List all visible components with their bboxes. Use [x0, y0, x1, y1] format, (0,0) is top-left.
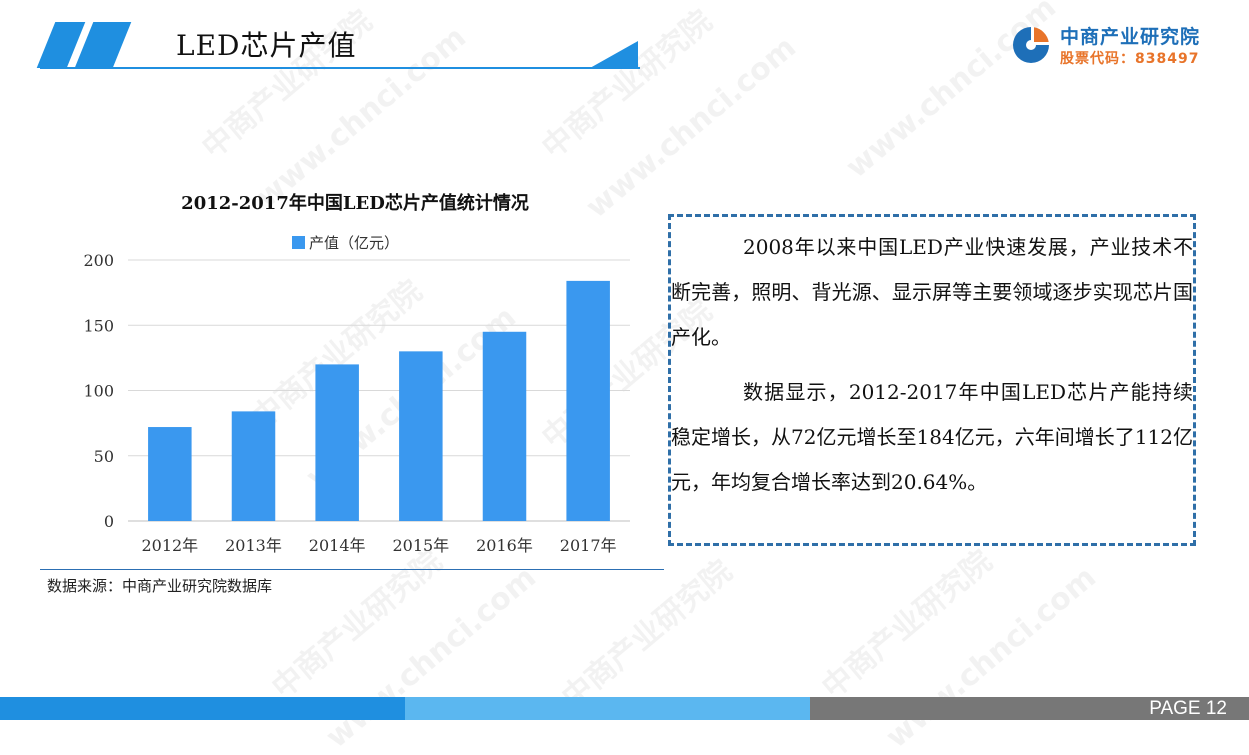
- description-box: 2008年以来中国LED产业快速发展，产业技术不断完善，照明、背光源、显示屏等主…: [668, 214, 1196, 546]
- source-divider: [40, 569, 664, 570]
- x-tick-label: 2016年: [476, 536, 533, 555]
- watermark: www.chnci.com: [319, 559, 543, 755]
- watermark: 中商产业研究院: [815, 543, 999, 706]
- bar: [482, 331, 527, 521]
- y-tick-label: 200: [83, 251, 114, 270]
- chart-legend: 产值（亿元）: [292, 232, 399, 253]
- page-title: LED芯片产值: [176, 29, 357, 62]
- legend-label: 产值（亿元）: [309, 234, 400, 252]
- stock-code: 股票代码：838497: [1060, 51, 1200, 67]
- bar-chart: 0 50 100 150 200 2012年 2013年 2014年 2015年 2016年 201…: [83, 251, 630, 555]
- x-tick-label: 2017年: [560, 536, 617, 555]
- bar: [148, 427, 192, 521]
- footer-bar: [810, 697, 1249, 720]
- bar: [315, 364, 359, 521]
- legend-swatch: [292, 236, 305, 249]
- header-underline: [40, 67, 640, 69]
- company-logo-icon: [1013, 27, 1049, 63]
- footer-bar: [405, 697, 810, 720]
- company-logo: 中商产业研究院 股票代码：838497: [1010, 22, 1230, 70]
- y-tick-label: 150: [83, 316, 114, 335]
- y-tick-label: 0: [104, 512, 114, 531]
- description-paragraph-2: 数据显示，2012-2017年中国LED芯片产能持续稳定增长，从72亿元增长至1…: [671, 380, 1193, 494]
- x-tick-label: 2015年: [392, 536, 449, 555]
- bar: [399, 351, 443, 521]
- x-tick-label: 2012年: [141, 536, 198, 555]
- footer-bar: [0, 697, 405, 720]
- bar: [231, 411, 276, 521]
- watermark: www.chnci.com: [879, 559, 1103, 755]
- bar: [566, 280, 610, 521]
- x-tick-label: 2014年: [309, 536, 366, 555]
- header-triangle: [590, 41, 638, 68]
- y-tick-label: 100: [83, 382, 114, 401]
- x-tick-label: 2013年: [225, 536, 282, 555]
- description-paragraph-1: 2008年以来中国LED产业快速发展，产业技术不断完善，照明、背光源、显示屏等主…: [671, 235, 1193, 349]
- y-tick-label: 50: [94, 447, 114, 466]
- chart-title: 2012-2017年中国LED芯片产值统计情况: [181, 193, 529, 214]
- company-name: 中商产业研究院: [1060, 26, 1201, 48]
- page-number: PAGE 12: [1149, 698, 1227, 719]
- data-source: 数据来源：中商产业研究院数据库: [47, 577, 273, 595]
